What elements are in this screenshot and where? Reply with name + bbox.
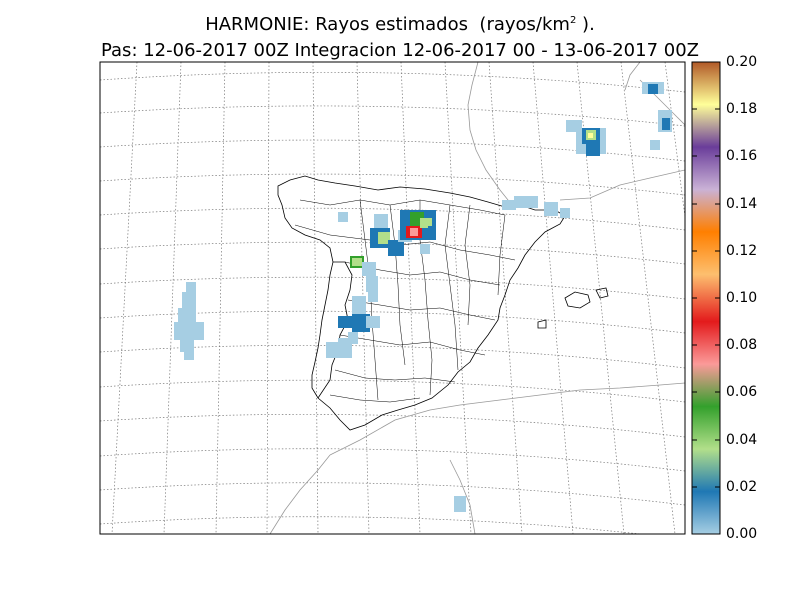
colorbar-tick-label: 0.18 <box>726 101 758 117</box>
colorbar-tick-label: 0.20 <box>726 54 758 70</box>
lightning-cell-extremadura-north[interactable] <box>326 332 358 358</box>
colorbar-tick-label: 0.10 <box>726 290 758 306</box>
map-frame <box>99 61 686 535</box>
colorbar-tick-label: 0.06 <box>726 384 758 400</box>
lightning-cell-atlantic-west[interactable] <box>174 282 204 360</box>
colorbar-tick-label: 0.04 <box>726 432 758 448</box>
map-title: HARMONIE: Rayos estimados (rayos/km2 ). <box>205 14 595 35</box>
lightning-cell-catalonia-north[interactable] <box>502 196 570 218</box>
colorbar-tick-label: 0.14 <box>726 196 758 212</box>
map-subtitle: Pas: 12-06-2017 00Z Integracion 12-06-20… <box>100 40 699 61</box>
lightning-cell-france-south[interactable] <box>566 120 606 156</box>
graticule-longitude <box>111 62 685 534</box>
lightning-cell-leon-area[interactable] <box>338 212 378 302</box>
lightning-cells <box>174 82 672 512</box>
lightning-cell-morocco[interactable] <box>454 496 466 512</box>
coastlines <box>269 62 685 534</box>
colorbar-tick-label: 0.08 <box>726 337 758 353</box>
lightning-cell-central-west[interactable] <box>338 296 380 332</box>
colorbar-tick-label: 0.16 <box>726 148 758 164</box>
lightning-cell-france-east[interactable] <box>642 82 672 150</box>
colorbar-tick-label: 0.12 <box>726 243 758 259</box>
colorbar-tick-label: 0.02 <box>726 479 758 495</box>
colorbar-ticks <box>692 61 720 535</box>
lightning-cell-rioja-area[interactable] <box>400 210 436 254</box>
colorbar-tick-label: 0.00 <box>726 526 758 542</box>
